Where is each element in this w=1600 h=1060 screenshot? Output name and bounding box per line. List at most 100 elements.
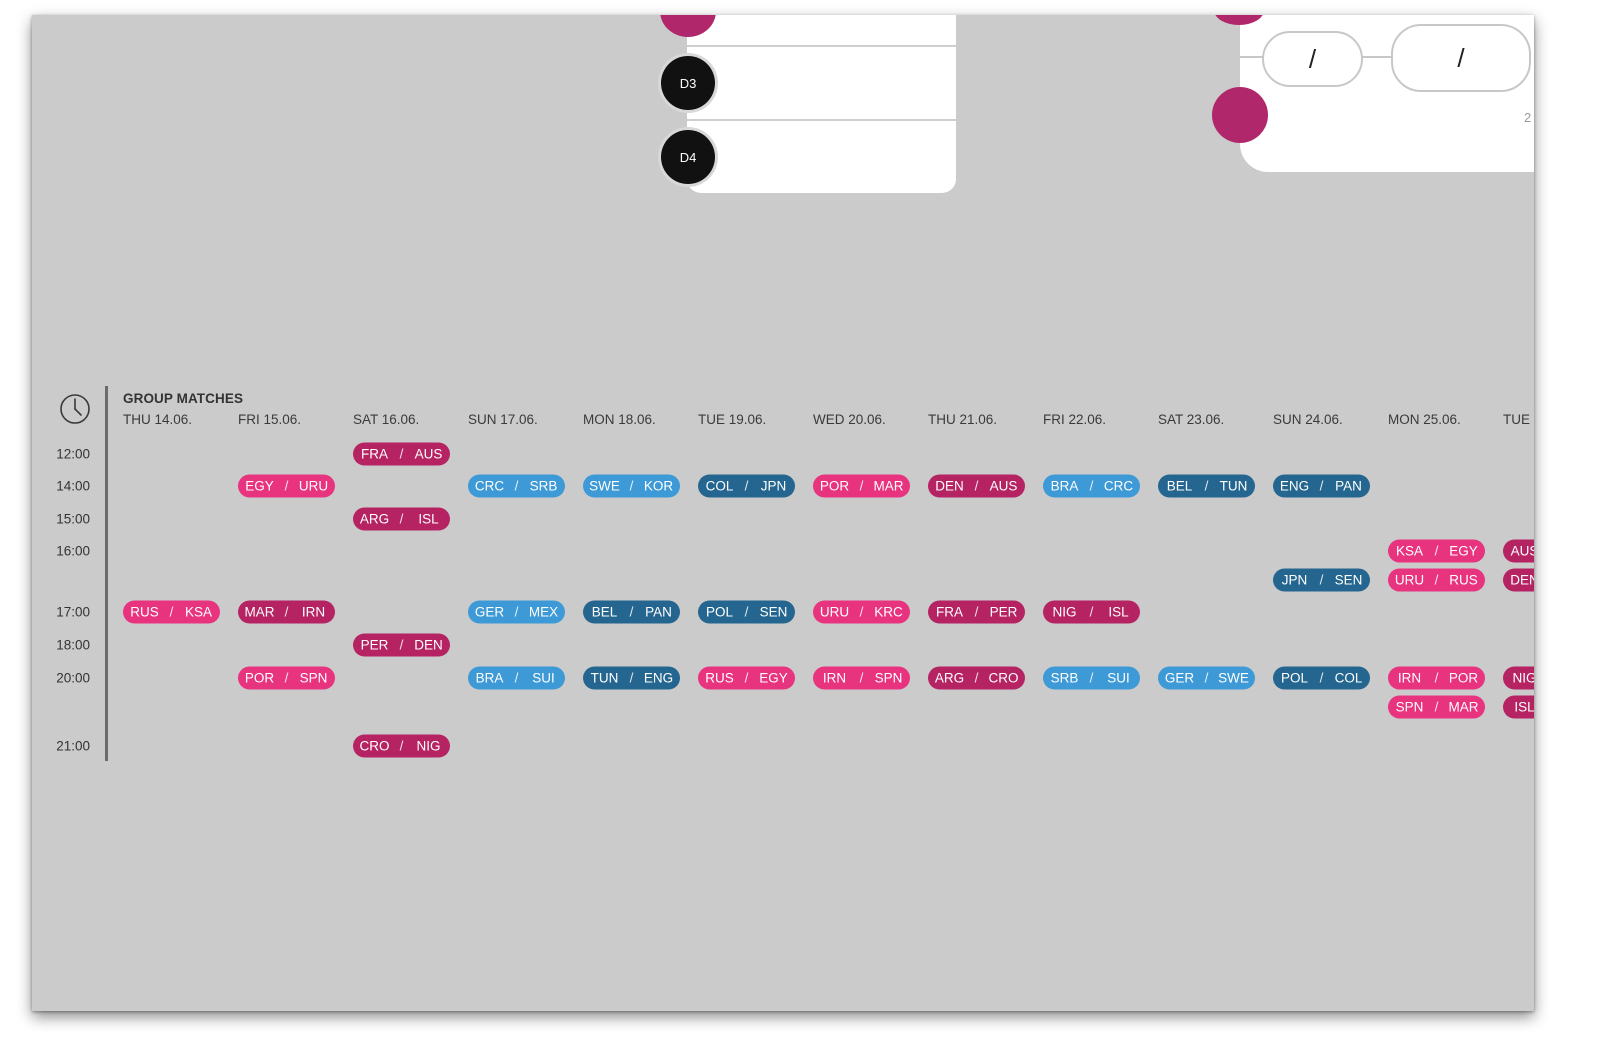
match-pill[interactable]: MAR / IRN (238, 600, 335, 624)
match-pill[interactable]: URU / KRC (813, 600, 910, 624)
match-pill[interactable]: ARG / CRO (928, 666, 1025, 690)
away-team-code: KRC (874, 604, 903, 620)
versus-separator: / (974, 604, 979, 620)
match-pill[interactable]: RUS / EGY (698, 666, 795, 690)
versus-separator: / (1204, 478, 1209, 494)
match-pill[interactable]: CRO / NIG (353, 734, 450, 758)
match-pill[interactable]: DEN / AUS (928, 474, 1025, 498)
match-pill[interactable]: JPN / SEN (1273, 568, 1370, 592)
match-pill[interactable]: DEN/ (1503, 568, 1534, 592)
match-pill[interactable]: GER / MEX (468, 600, 565, 624)
away-team-code: SRB (529, 478, 558, 494)
group-d-card (687, 15, 956, 193)
home-team-code: BRA (475, 670, 504, 686)
home-team-code: SRB (1050, 670, 1079, 686)
home-team-code: URU (1394, 572, 1425, 588)
home-team-code: SPN (1395, 699, 1424, 715)
home-team-code: CRO (359, 738, 390, 754)
match-pill[interactable]: EGY / URU (238, 474, 335, 498)
match-pill[interactable]: ISL/ (1503, 695, 1534, 719)
match-pill[interactable]: FRA / AUS (353, 442, 450, 466)
match-pill[interactable]: POL / SEN (698, 600, 795, 624)
day-header: SAT 16.06. (353, 412, 420, 427)
versus-separator: / (284, 670, 289, 686)
match-pill[interactable]: BRA / CRC (1043, 474, 1140, 498)
knockout-marker-dot (1214, 15, 1264, 25)
versus-separator: / (1089, 604, 1094, 620)
home-team-code: BEL (1166, 478, 1193, 494)
home-team-code: BRA (1050, 478, 1079, 494)
versus-separator: / (744, 478, 749, 494)
away-team-code: NIG (416, 738, 441, 754)
versus-separator: / (974, 478, 979, 494)
match-pill[interactable]: FRA / PER (928, 600, 1025, 624)
home-team-code: FRA (361, 446, 388, 462)
match-pill[interactable]: GER / SWE (1158, 666, 1255, 690)
match-pill[interactable]: POL / COL (1273, 666, 1370, 690)
day-header: WED 20.06. (813, 412, 886, 427)
versus-separator: / (859, 478, 864, 494)
versus-separator: / (629, 478, 634, 494)
home-team-code: URU (819, 604, 850, 620)
day-header: TUE 26.06. (1503, 412, 1534, 427)
match-pill[interactable]: BEL / TUN (1158, 474, 1255, 498)
match-pill[interactable]: BRA / SUI (468, 666, 565, 690)
away-team-code: SWE (1218, 670, 1249, 686)
away-team-code: CRC (1103, 478, 1134, 494)
team-row-divider (687, 45, 956, 47)
home-team-code: POL (705, 604, 733, 620)
match-pill[interactable]: SWE / KOR (583, 474, 680, 498)
home-team-code: GER (474, 604, 505, 620)
match-pill[interactable]: AUS/ (1503, 539, 1534, 563)
match-pill[interactable]: POR / MAR (813, 474, 910, 498)
match-pill[interactable]: POR / SPN (238, 666, 335, 690)
home-team-code: DEN (935, 478, 964, 494)
match-pill[interactable]: NIG/ (1503, 666, 1534, 690)
match-pill[interactable]: URU / RUS (1388, 568, 1485, 592)
away-team-code: MAR (873, 478, 904, 494)
versus-separator: / (1434, 572, 1439, 588)
score-input[interactable]: / (1262, 31, 1363, 87)
home-team-code: GER (1164, 670, 1195, 686)
bracket-connector (1361, 56, 1391, 58)
match-pill[interactable]: SPN / MAR (1388, 695, 1485, 719)
away-team-code: SEN (759, 604, 788, 620)
versus-separator: / (399, 637, 404, 653)
score-input[interactable]: / (1391, 24, 1531, 92)
away-team-code: CRO (988, 670, 1019, 686)
match-pill[interactable]: IRN / SPN (813, 666, 910, 690)
home-team-code: ENG (1279, 478, 1310, 494)
home-team-code: IRN (822, 670, 847, 686)
away-team-code: POR (1448, 670, 1479, 686)
match-pill[interactable]: ENG / PAN (1273, 474, 1370, 498)
match-pill[interactable]: BEL / PAN (583, 600, 680, 624)
match-pill[interactable]: COL / JPN (698, 474, 795, 498)
versus-separator: / (514, 670, 519, 686)
home-team-code: MAR (244, 604, 275, 620)
match-pill[interactable]: SRB / SUI (1043, 666, 1140, 690)
day-header: FRI 15.06. (238, 412, 302, 427)
versus-separator: / (1434, 543, 1439, 559)
versus-separator: / (1319, 572, 1324, 588)
time-label: 12:00 (56, 446, 90, 462)
versus-separator: / (284, 478, 289, 494)
match-pill[interactable]: NIG / ISL (1043, 600, 1140, 624)
match-pill[interactable]: TUN / ENG (583, 666, 680, 690)
home-team-code: ISL (1514, 699, 1534, 715)
match-pill[interactable]: PER / DEN (353, 633, 450, 657)
match-pill[interactable]: RUS / KSA (123, 600, 220, 624)
home-team-code: POR (244, 670, 275, 686)
home-team-code: SWE (589, 478, 620, 494)
match-pill[interactable]: CRC / SRB (468, 474, 565, 498)
away-team-code: AUS (414, 446, 443, 462)
match-pill[interactable]: ARG / ISL (353, 507, 450, 531)
away-team-code: RUS (1449, 572, 1478, 588)
match-pill[interactable]: KSA / EGY (1388, 539, 1485, 563)
timeline-axis (105, 386, 108, 761)
away-team-code: IRN (301, 604, 326, 620)
away-team-code: ENG (643, 670, 674, 686)
away-team-code: PER (989, 604, 1018, 620)
day-header: MON 18.06. (583, 412, 656, 427)
away-team-code: SPN (874, 670, 903, 686)
match-pill[interactable]: IRN / POR (1388, 666, 1485, 690)
